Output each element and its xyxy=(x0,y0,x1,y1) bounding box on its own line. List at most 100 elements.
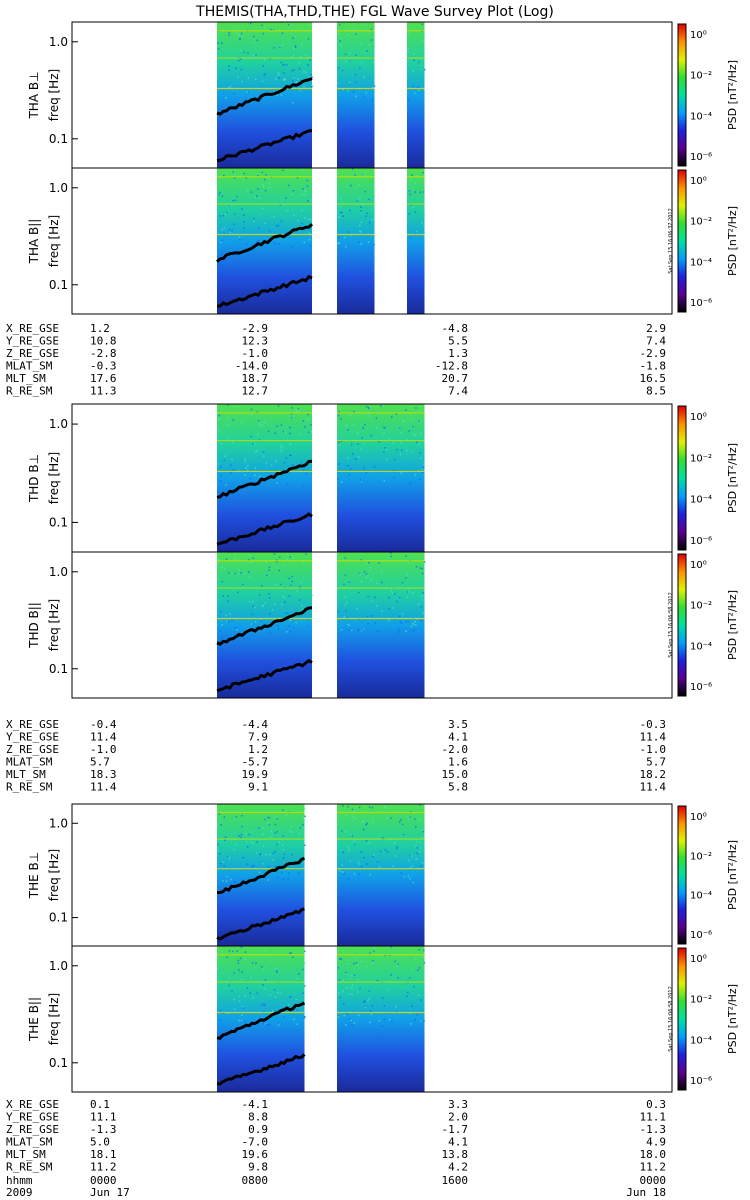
spectrogram-speckle xyxy=(398,426,401,429)
spectrogram-speckle xyxy=(419,410,422,412)
spectrogram-speckle xyxy=(350,834,352,836)
spectrogram-speckle xyxy=(227,437,229,440)
spectrogram-speckle xyxy=(411,969,413,971)
spectrogram-speckle xyxy=(414,182,417,184)
spectrogram-speckle xyxy=(255,450,257,453)
spectrogram-speckle xyxy=(417,603,420,606)
spectrogram-speckle xyxy=(416,86,419,88)
spectrogram-speckle xyxy=(239,38,241,41)
spectrogram-speckle xyxy=(252,217,255,220)
spectrogram-speckle xyxy=(304,962,306,964)
spectrogram-speckle xyxy=(241,971,244,973)
spectrogram-speckle xyxy=(306,56,309,59)
spectrogram-speckle xyxy=(242,879,244,881)
spectrogram-speckle xyxy=(346,987,348,989)
spectrogram-speckle xyxy=(408,430,410,432)
spectrogram-speckle xyxy=(362,427,364,429)
panel-ylabel: THA B|| xyxy=(27,219,41,265)
spectrogram-speckle xyxy=(305,71,307,73)
spectrogram-speckle xyxy=(248,833,251,836)
colorbar xyxy=(677,805,687,945)
spectrogram-speckle xyxy=(350,184,352,187)
spectrogram-speckle xyxy=(347,806,349,808)
spectrogram-speckle xyxy=(348,629,351,632)
spectrogram-speckle xyxy=(233,92,235,95)
spectrogram-speckle xyxy=(357,978,359,981)
spectrogram-speckle xyxy=(418,967,421,969)
spectrogram-speckle xyxy=(301,168,304,171)
spectrogram-speckle xyxy=(275,460,277,462)
spectrogram-speckle xyxy=(362,628,365,631)
ephemeris-value: 11.2 xyxy=(640,1161,667,1174)
ephemeris-row-label: MLAT_SM xyxy=(6,360,53,373)
spectrogram-speckle xyxy=(243,51,245,54)
spectrogram-speckle xyxy=(217,45,219,47)
spectrogram-speckle xyxy=(421,468,423,471)
spectrogram-speckle xyxy=(302,992,304,994)
spectrogram-speckle xyxy=(378,441,380,443)
spectrogram-speckle xyxy=(343,236,346,239)
spectrogram-speckle xyxy=(274,865,277,868)
spectrogram-speckle xyxy=(353,1022,356,1024)
spectrogram-speckle xyxy=(270,830,272,832)
spectrogram-speckle xyxy=(286,631,288,633)
spectrogram-speckle xyxy=(395,1010,398,1013)
spectrogram-speckle xyxy=(222,595,224,597)
spectrogram-speckle xyxy=(269,994,271,996)
ephemeris-value: 2.0 xyxy=(448,1111,468,1124)
spectrogram-speckle xyxy=(258,423,260,426)
spectrogram-speckle xyxy=(300,581,302,584)
spectrogram-speckle xyxy=(367,241,370,243)
spectrogram-speckle xyxy=(218,414,221,417)
spectrogram-speckle xyxy=(237,59,240,62)
spectrogram-speckle xyxy=(240,1019,243,1022)
spectrogram-speckle xyxy=(269,58,272,60)
spectrogram-speckle xyxy=(250,831,252,833)
spectrogram-speckle xyxy=(365,472,368,474)
spectrogram-speckle xyxy=(413,986,415,988)
spectrogram-speckle xyxy=(399,453,402,456)
ephemeris-value: 5.0 xyxy=(90,1136,110,1149)
spectrogram-speckle xyxy=(391,416,393,418)
ephemeris-row-label: X_RE_GSE xyxy=(6,718,59,731)
spectrogram-speckle xyxy=(262,32,264,35)
spectrogram-speckle xyxy=(261,424,264,426)
spectrogram-speckle xyxy=(261,966,263,968)
spectrogram-speckle xyxy=(302,468,304,471)
spectrogram-speckle xyxy=(283,63,286,66)
spectrogram-speckle xyxy=(419,420,422,422)
spectrogram-speckle xyxy=(305,553,307,555)
spectrogram-speckle xyxy=(304,217,306,219)
spectrogram-speckle xyxy=(290,631,292,633)
spectrogram-speckle xyxy=(406,596,408,598)
spectrogram-speckle xyxy=(235,67,237,70)
spectrogram-speckle xyxy=(242,214,245,217)
spectrogram-speckle xyxy=(275,816,278,818)
spectrogram-speckle xyxy=(405,555,407,557)
spectrogram-speckle xyxy=(337,967,340,969)
spectrogram-speckle xyxy=(340,197,342,200)
spectrogram-speckle xyxy=(298,68,301,70)
spectrogram-speckle xyxy=(372,962,375,965)
spectrogram-speckle xyxy=(301,222,303,225)
spectrogram-speckle xyxy=(227,572,230,574)
spectrogram-speckle xyxy=(305,473,308,475)
spectrogram-speckle xyxy=(370,579,372,581)
spectrogram-speckle xyxy=(244,460,246,463)
spectrogram-speckle xyxy=(303,466,305,469)
spectrogram-speckle xyxy=(302,817,304,819)
spectrogram-speckle xyxy=(221,624,223,626)
spectrogram-speckle xyxy=(301,463,304,466)
spectrogram-speckle xyxy=(414,818,416,820)
spectrogram-speckle xyxy=(387,619,390,622)
spectrogram-speckle xyxy=(304,426,306,428)
spectrogram-speckle xyxy=(360,448,362,451)
colorbar-tick-label: 10⁻² xyxy=(690,601,712,612)
spectrogram-speckle xyxy=(283,72,285,74)
spectrogram-speckle xyxy=(288,184,290,187)
spectrogram-speckle xyxy=(227,595,229,597)
spectrogram-speckle xyxy=(371,1005,374,1007)
spectrogram-speckle xyxy=(250,101,253,103)
spectrogram-speckle xyxy=(340,211,342,214)
spectrogram-speckle xyxy=(421,40,424,42)
